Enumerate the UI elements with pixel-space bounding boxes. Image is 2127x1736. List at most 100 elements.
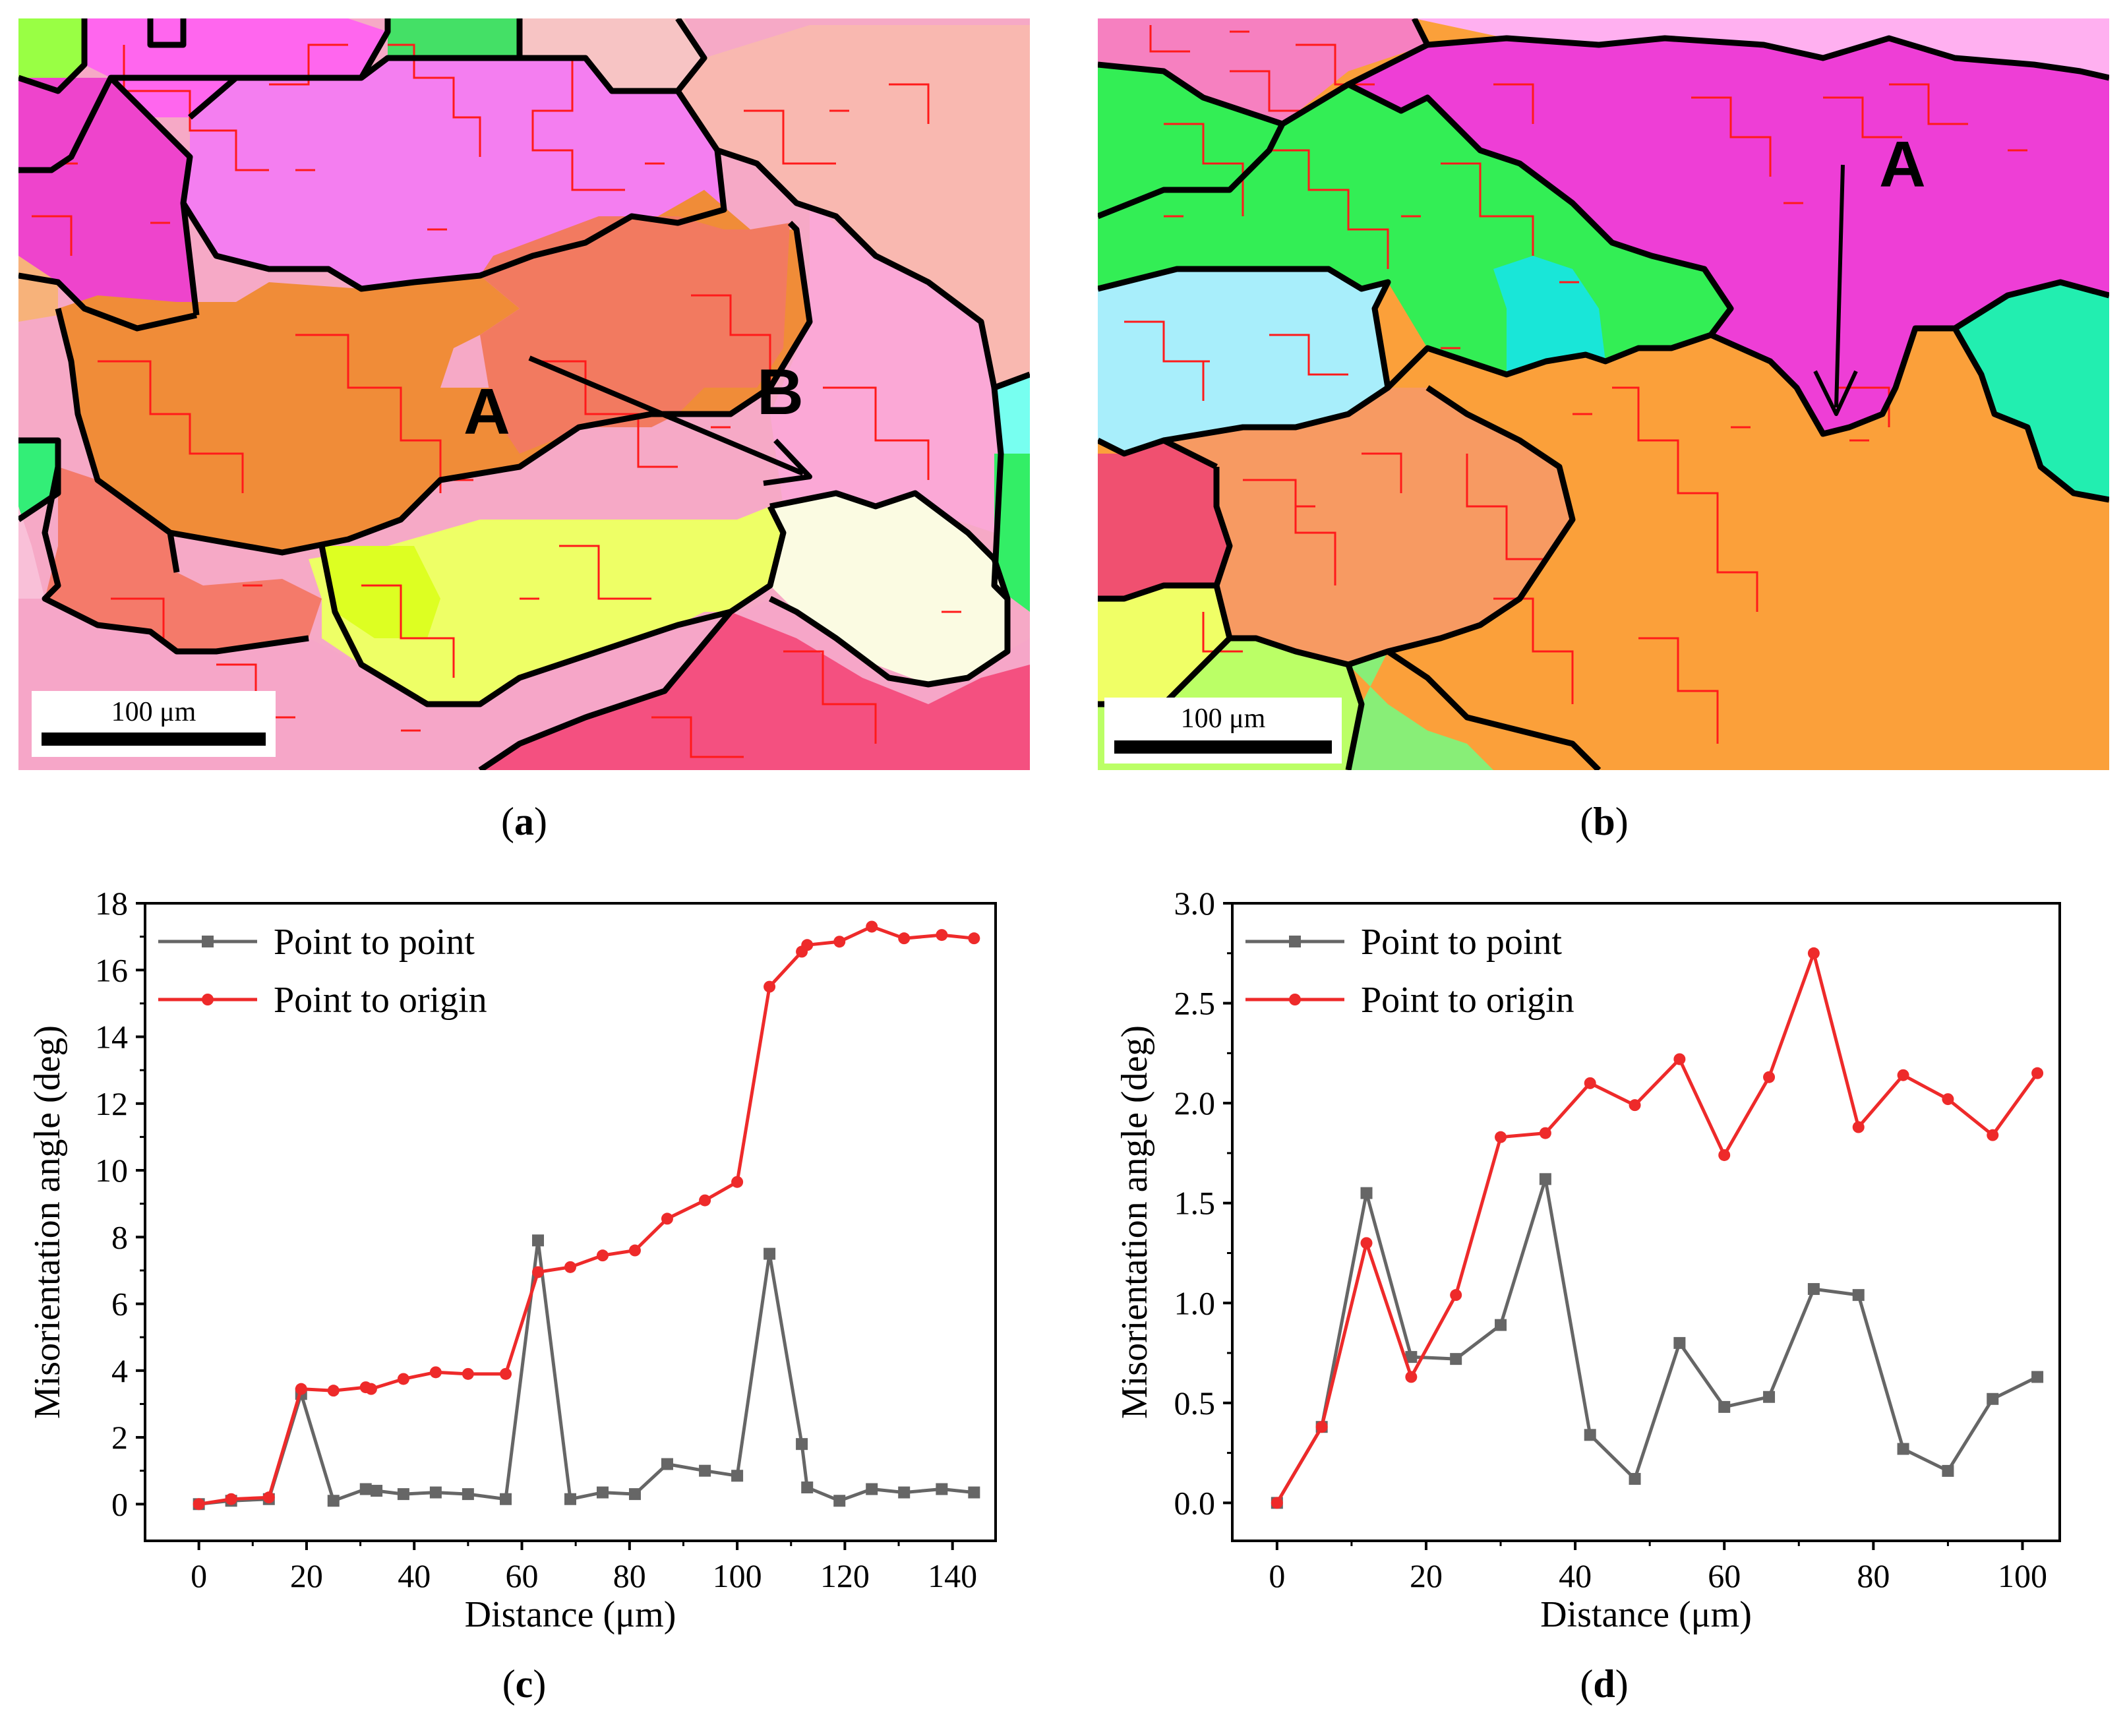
data-point <box>968 932 980 945</box>
data-point <box>429 1366 442 1379</box>
caption-b-close: ) <box>1615 800 1629 843</box>
data-point <box>628 1244 641 1257</box>
legend-label: Point to point <box>1361 922 1562 963</box>
caption-b-letter: b <box>1593 800 1615 843</box>
data-point <box>936 1483 948 1495</box>
y-tick-label: 0 <box>111 1485 128 1522</box>
caption-c: (c) <box>458 1661 590 1707</box>
scalebar-b <box>1114 740 1332 754</box>
legend-label: Point to point <box>274 922 475 963</box>
y-tick-label: 2.0 <box>1174 1085 1216 1122</box>
caption-c-close: ) <box>533 1662 547 1706</box>
y-tick-label: 12 <box>95 1085 128 1122</box>
data-point <box>1763 1071 1776 1083</box>
chart-c-svg: 0 20 40 60 80 100 120 140 0 2 4 6 8 10 12 14 16 18 Distan… <box>27 885 997 1635</box>
x-tick-label: 40 <box>398 1557 431 1594</box>
data-point <box>699 1194 711 1207</box>
legend-label: Point to origin <box>1361 980 1574 1021</box>
x-tick-label: 100 <box>713 1557 762 1594</box>
data-point <box>295 1383 307 1395</box>
y-tick-label: 6 <box>111 1286 128 1323</box>
data-point <box>397 1373 409 1385</box>
data-point <box>564 1493 576 1505</box>
data-point <box>262 1491 275 1504</box>
data-point <box>2031 1371 2044 1383</box>
plot-frame <box>144 902 997 1542</box>
x-tick-label: 20 <box>1410 1557 1443 1594</box>
data-point <box>327 1495 340 1507</box>
caption-a-open: ( <box>501 800 514 843</box>
data-point <box>1629 1099 1641 1112</box>
data-point <box>596 1249 609 1262</box>
data-point <box>1495 1131 1507 1143</box>
y-tick-label: 16 <box>95 951 128 988</box>
data-point <box>801 939 814 951</box>
ebsd-map-b-graphic: A 100 μm <box>1098 18 2109 770</box>
data-point <box>500 1493 512 1505</box>
y-tick-label: 10 <box>95 1152 128 1189</box>
data-point <box>365 1383 377 1395</box>
legend-marker <box>1289 994 1301 1005</box>
y-tick-label: 18 <box>95 885 128 922</box>
legend-label: Point to origin <box>274 980 487 1021</box>
y-tick-label: 0.0 <box>1174 1484 1216 1521</box>
scalebar-background <box>32 691 276 757</box>
data-point <box>898 932 911 945</box>
data-point <box>628 1488 641 1501</box>
data-point <box>936 929 948 942</box>
data-point <box>1807 1283 1820 1296</box>
y-tick-label: 2.5 <box>1174 985 1216 1022</box>
ebsd-map-a: A B 100 μm <box>18 18 1030 770</box>
data-point <box>462 1488 474 1501</box>
data-point <box>1629 1473 1641 1485</box>
data-point <box>500 1367 512 1380</box>
y-tick-label: 14 <box>95 1019 128 1056</box>
data-point <box>1584 1077 1596 1089</box>
y-tick-label: 1.5 <box>1174 1185 1216 1222</box>
data-point <box>1852 1289 1865 1302</box>
data-point <box>359 1483 372 1495</box>
data-point <box>1584 1429 1596 1441</box>
label-point-b: B <box>757 355 804 428</box>
data-point <box>596 1486 609 1499</box>
data-point <box>1450 1353 1462 1365</box>
data-point <box>532 1266 545 1278</box>
data-point <box>866 1483 878 1495</box>
data-point <box>1673 1336 1686 1349</box>
y-tick-label: 0.5 <box>1174 1385 1216 1422</box>
x-tick-label: 0 <box>1269 1557 1285 1594</box>
legend-marker <box>202 936 214 947</box>
caption-c-open: ( <box>502 1662 516 1706</box>
caption-d-letter: d <box>1593 1662 1615 1706</box>
y-tick-label: 2 <box>111 1419 128 1456</box>
y-tick-label: 4 <box>111 1352 128 1389</box>
ebsd-map-a-graphic: A B 100 μm <box>18 18 1030 770</box>
y-tick-label: 3.0 <box>1174 885 1216 922</box>
data-point <box>1987 1129 1999 1141</box>
data-point <box>833 936 846 948</box>
data-point <box>225 1493 237 1505</box>
data-point <box>1450 1289 1462 1302</box>
legend-marker <box>202 994 214 1005</box>
data-point <box>833 1495 846 1507</box>
data-point <box>866 920 878 933</box>
data-point <box>1495 1319 1507 1331</box>
scalebar-label-b: 100 μm <box>1181 703 1266 734</box>
data-point <box>2031 1067 2044 1079</box>
y-axis-label: Misorientation angle (deg) <box>1114 1025 1155 1419</box>
series-line <box>198 1238 974 1506</box>
caption-c-letter: c <box>515 1662 533 1706</box>
data-point <box>1763 1391 1776 1403</box>
data-point <box>564 1261 576 1273</box>
caption-a-close: ) <box>534 800 547 843</box>
caption-a-letter: a <box>514 800 534 843</box>
data-point <box>968 1486 980 1499</box>
data-point <box>397 1488 409 1501</box>
x-tick-label: 100 <box>1998 1557 2047 1594</box>
data-point <box>429 1486 442 1499</box>
y-tick-label: 1.0 <box>1174 1284 1216 1321</box>
data-point <box>371 1485 383 1497</box>
data-point <box>1271 1497 1283 1509</box>
data-point <box>1405 1351 1418 1363</box>
x-axis-label: Distance (μm) <box>1540 1594 1752 1635</box>
